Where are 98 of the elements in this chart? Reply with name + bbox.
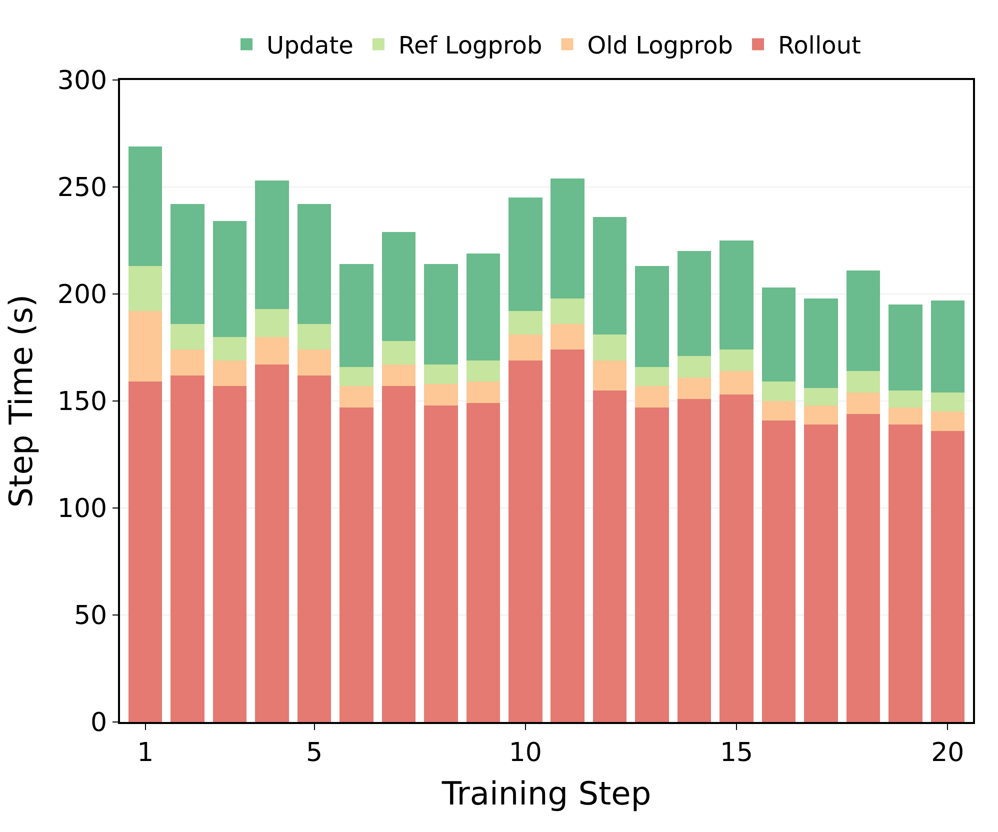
bar — [888, 390, 922, 408]
bar — [340, 366, 374, 386]
legend-label: Update — [266, 32, 354, 60]
bar — [804, 388, 838, 406]
bar — [550, 324, 584, 350]
bar — [720, 350, 754, 372]
bar — [677, 398, 712, 722]
bar — [382, 364, 416, 386]
bar — [888, 407, 922, 425]
bar — [762, 288, 796, 382]
bar — [550, 350, 584, 722]
bar — [762, 382, 796, 401]
bar — [508, 360, 542, 722]
bar — [424, 364, 458, 384]
bar — [508, 198, 542, 312]
bar — [170, 350, 204, 376]
bar — [888, 424, 922, 722]
y-tick-label: 100 — [57, 494, 108, 524]
y-tick-label: 50 — [74, 601, 108, 632]
y-axis-title: Step Time (s) — [2, 294, 40, 508]
bar — [466, 253, 500, 360]
bar — [804, 405, 838, 425]
bar — [424, 405, 458, 722]
bar — [255, 336, 289, 365]
legend-label: Rollout — [778, 32, 861, 60]
bar — [508, 311, 542, 335]
bar — [466, 382, 500, 404]
bar — [128, 146, 162, 266]
bar — [212, 360, 247, 386]
bar — [762, 420, 796, 722]
bar — [846, 414, 880, 722]
y-tick-label: 200 — [57, 280, 108, 310]
bar — [424, 384, 458, 406]
bar — [340, 386, 374, 408]
bar — [297, 324, 332, 350]
bar — [677, 251, 712, 356]
bar — [635, 407, 669, 722]
bar — [720, 371, 754, 395]
bar — [382, 341, 416, 365]
bar — [846, 392, 880, 414]
bar — [382, 232, 416, 342]
bar — [128, 382, 162, 722]
bar — [677, 377, 712, 399]
bar — [255, 180, 289, 309]
y-tick-label: 300 — [57, 66, 108, 96]
bar — [930, 300, 965, 392]
bar — [804, 424, 838, 722]
bar — [297, 204, 332, 324]
bar — [930, 430, 965, 722]
bar — [297, 350, 332, 376]
x-tick-label: 15 — [720, 738, 754, 768]
bar — [255, 308, 289, 337]
bar — [466, 403, 500, 722]
bar — [592, 216, 627, 335]
bar — [340, 264, 374, 367]
bar — [255, 364, 289, 722]
bar — [635, 366, 669, 386]
x-tick-label: 20 — [931, 738, 964, 768]
bar — [170, 324, 204, 350]
bar — [720, 394, 754, 722]
bar — [677, 356, 712, 378]
bar — [508, 334, 542, 360]
x-axis-title: Training Step — [440, 774, 652, 812]
bar — [466, 360, 500, 382]
bar — [592, 334, 627, 360]
bar — [212, 221, 247, 337]
bar — [212, 386, 247, 722]
bar — [170, 375, 204, 722]
bar — [550, 298, 584, 324]
bar — [804, 298, 838, 388]
bar — [128, 266, 162, 312]
bar — [170, 204, 204, 324]
x-tick-label: 10 — [508, 738, 542, 768]
legend-label: Old Logprob — [587, 32, 734, 60]
bar — [930, 392, 965, 412]
bar — [635, 266, 669, 367]
y-tick-label: 150 — [57, 387, 108, 418]
bar — [888, 304, 922, 390]
bar — [424, 264, 458, 365]
bar — [846, 270, 880, 372]
bar — [128, 311, 162, 382]
bar — [635, 386, 669, 408]
bar — [846, 371, 880, 392]
bar — [762, 401, 796, 420]
bar — [592, 360, 627, 390]
bar — [340, 407, 374, 722]
bar — [550, 178, 584, 298]
bar — [297, 375, 332, 722]
bar — [212, 336, 247, 360]
bar — [382, 386, 416, 722]
x-tick-label: 1 — [137, 738, 154, 768]
y-tick-label: 250 — [57, 173, 108, 204]
bar — [592, 390, 627, 722]
legend-label: Ref Logprob — [398, 32, 542, 60]
bar — [720, 240, 754, 350]
bar — [930, 412, 965, 431]
y-tick-label: 0 — [90, 708, 108, 738]
x-tick-label: 5 — [306, 738, 323, 768]
